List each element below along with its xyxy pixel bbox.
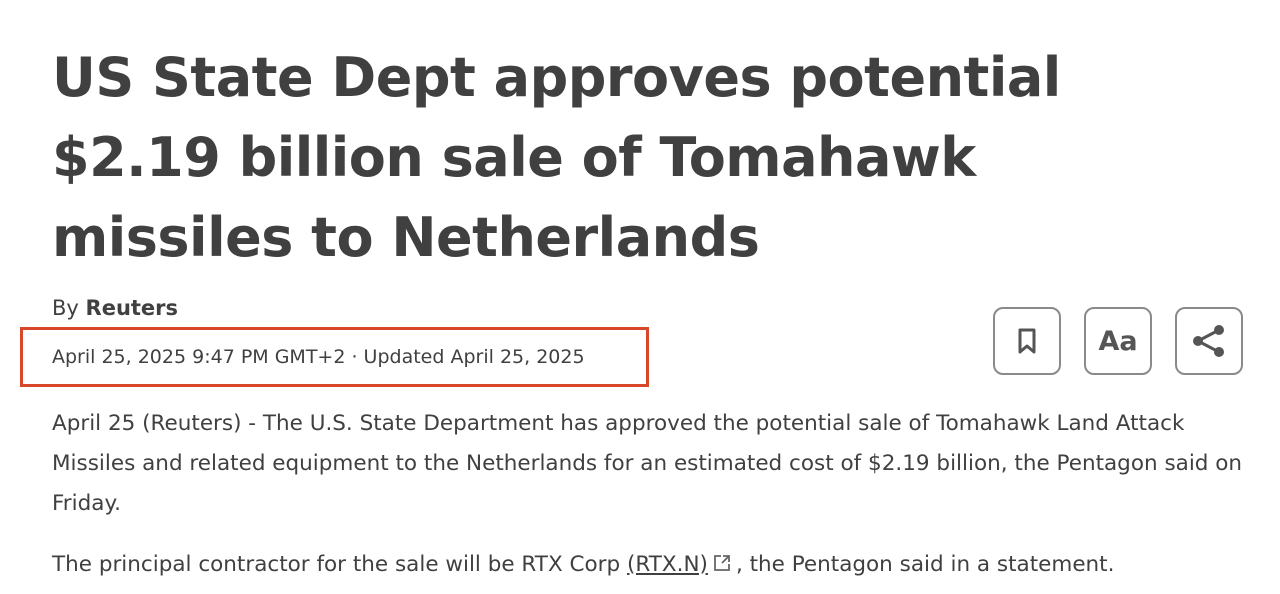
rtx-ticker-link[interactable]: (RTX.N) [627,552,708,577]
date-highlight-box [20,327,649,387]
font-size-label: Aa [1098,325,1138,357]
bookmark-icon [1018,328,1036,354]
article-paragraph-2: The principal contractor for the sale wi… [52,545,1252,585]
dateline: April 25, 2025 9:47 PM GMT+2 · Updated A… [52,346,585,368]
article-paragraph-1: April 25 (Reuters) - The U.S. State Depa… [52,411,1243,516]
headline: US State Dept approves potential $2.19 b… [52,46,1061,269]
paragraph-text-end: , the Pentagon said in a statement. [735,552,1115,577]
share-button[interactable] [1175,307,1243,375]
share-icon [1193,325,1224,357]
byline-prefix: By [52,296,79,320]
paragraph-text: The principal contractor for the sale wi… [52,552,621,577]
byline: By Reuters [52,296,178,320]
bookmark-button[interactable] [993,307,1061,375]
external-link-icon[interactable] [712,553,732,573]
font-size-button[interactable]: Aa [1084,307,1152,375]
author-link[interactable]: Reuters [85,296,179,320]
